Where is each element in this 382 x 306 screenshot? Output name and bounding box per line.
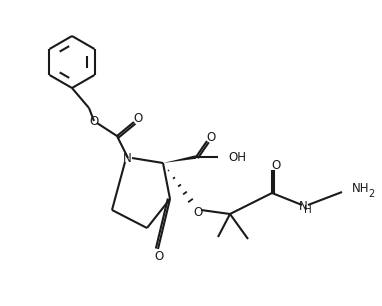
Text: O: O: [89, 114, 99, 128]
Text: O: O: [193, 207, 202, 219]
Text: O: O: [154, 249, 163, 263]
Polygon shape: [163, 155, 196, 163]
Text: O: O: [206, 130, 215, 144]
Text: O: O: [133, 111, 142, 125]
Text: N: N: [299, 200, 308, 212]
Text: NH: NH: [352, 182, 369, 196]
Text: O: O: [271, 159, 281, 171]
Text: 2: 2: [368, 189, 374, 199]
Text: OH: OH: [228, 151, 246, 163]
Text: N: N: [123, 151, 131, 165]
Text: H: H: [304, 205, 312, 215]
